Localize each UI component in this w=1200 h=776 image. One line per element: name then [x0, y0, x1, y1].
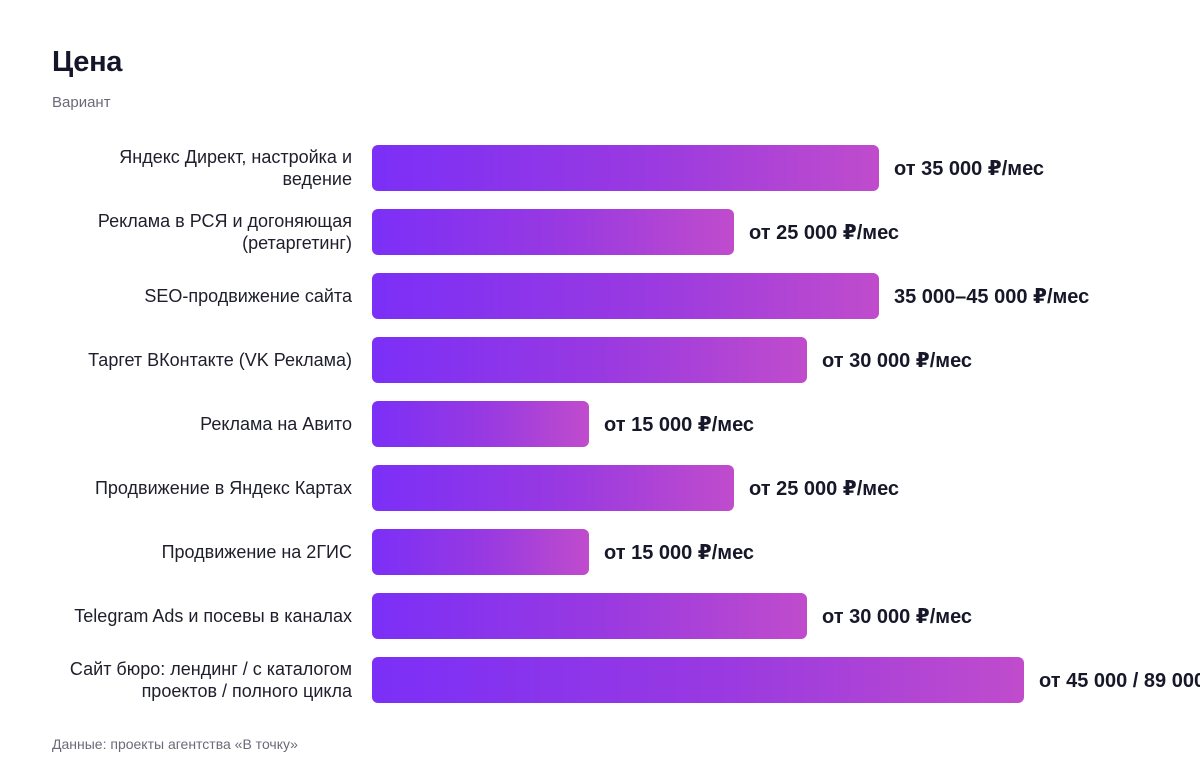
bars-group: Яндекс Директ, настройка и ведение от 35 0… — [70, 145, 1200, 703]
value-label: от 15 000 ₽/мес — [604, 542, 754, 564]
bar — [372, 145, 879, 191]
value-label: от 25 000 ₽/мес — [749, 222, 899, 244]
category-label: Продвижение в Яндекс Картах — [95, 478, 352, 498]
bar — [372, 401, 589, 447]
bar — [372, 209, 734, 255]
value-label: от 30 000 ₽/мес — [822, 606, 972, 628]
chart-subtitle: Вариант — [52, 94, 111, 111]
category-label: Таргет ВКонтакте (VK Реклама) — [88, 350, 352, 370]
value-label: от 30 000 ₽/мес — [822, 350, 972, 372]
value-label: от 25 000 ₽/мес — [749, 478, 899, 500]
chart-source: Данные: проекты агентства «В точку» — [52, 736, 298, 752]
category-label: Telegram Ads и посевы в каналах — [74, 606, 352, 626]
chart-title: Цена — [52, 46, 123, 78]
bar — [372, 273, 879, 319]
bar — [372, 593, 807, 639]
category-label: Продвижение на 2ГИС — [162, 542, 352, 562]
value-label: от 45 000 / 89 000 / 150 000 ₽ — [1039, 670, 1200, 692]
category-label: Сайт бюро: лендинг / с каталогом проектов… — [70, 659, 353, 701]
category-label: SEO-продвижение сайта — [144, 286, 353, 306]
value-label: от 15 000 ₽/мес — [604, 414, 754, 436]
category-label: Реклама в РСЯ и догоняющая (ретаргетинг) — [98, 211, 352, 253]
bar — [372, 529, 589, 575]
bar — [372, 465, 734, 511]
category-label: Реклама на Авито — [200, 414, 352, 434]
value-label: от 35 000 ₽/мес — [894, 158, 1044, 180]
value-label: 35 000–45 000 ₽/мес — [894, 286, 1089, 308]
bar — [372, 657, 1024, 703]
category-label: Яндекс Директ, настройка и ведение — [119, 147, 352, 189]
bar — [372, 337, 807, 383]
